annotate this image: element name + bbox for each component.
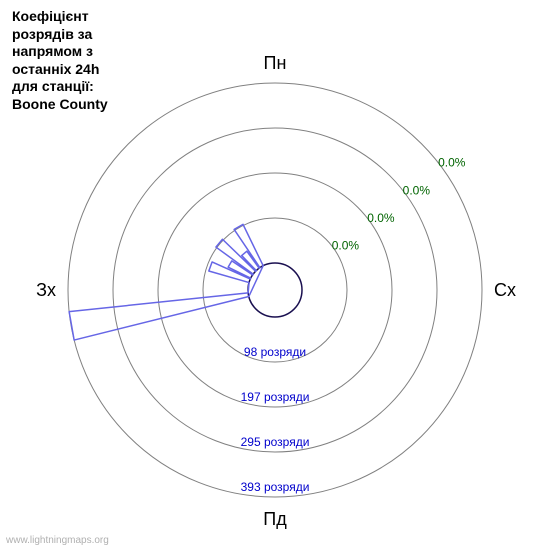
chart-container: Коефіцієнт розрядів за напрямом з останн… <box>0 0 550 550</box>
rose-polygon <box>69 224 263 340</box>
ring-label-bottom-1: 197 розряди <box>241 390 310 404</box>
cardinal-north: Пн <box>264 53 287 73</box>
ring-label-bottom-3: 393 розряди <box>241 480 310 494</box>
grid-ring-2 <box>158 173 392 407</box>
ring-label-bottom-0: 98 розряди <box>244 345 306 359</box>
ring-label-top-3: 0.0% <box>438 156 466 170</box>
grid-ring-1 <box>203 218 347 362</box>
polar-chart: Пн Пд Сх Зх 0.0% 0.0% 0.0% 0.0% 98 розряди 197 ро… <box>0 0 550 550</box>
ring-label-top-1: 0.0% <box>367 211 395 225</box>
ring-label-top-2: 0.0% <box>403 183 431 197</box>
footer-credit: www.lightningmaps.org <box>6 535 109 546</box>
cardinal-west: Зх <box>36 280 56 300</box>
cardinal-south: Пд <box>263 509 287 529</box>
ring-label-bottom-2: 295 розряди <box>241 435 310 449</box>
cardinal-east: Сх <box>494 280 516 300</box>
ring-label-top-0: 0.0% <box>332 239 360 253</box>
